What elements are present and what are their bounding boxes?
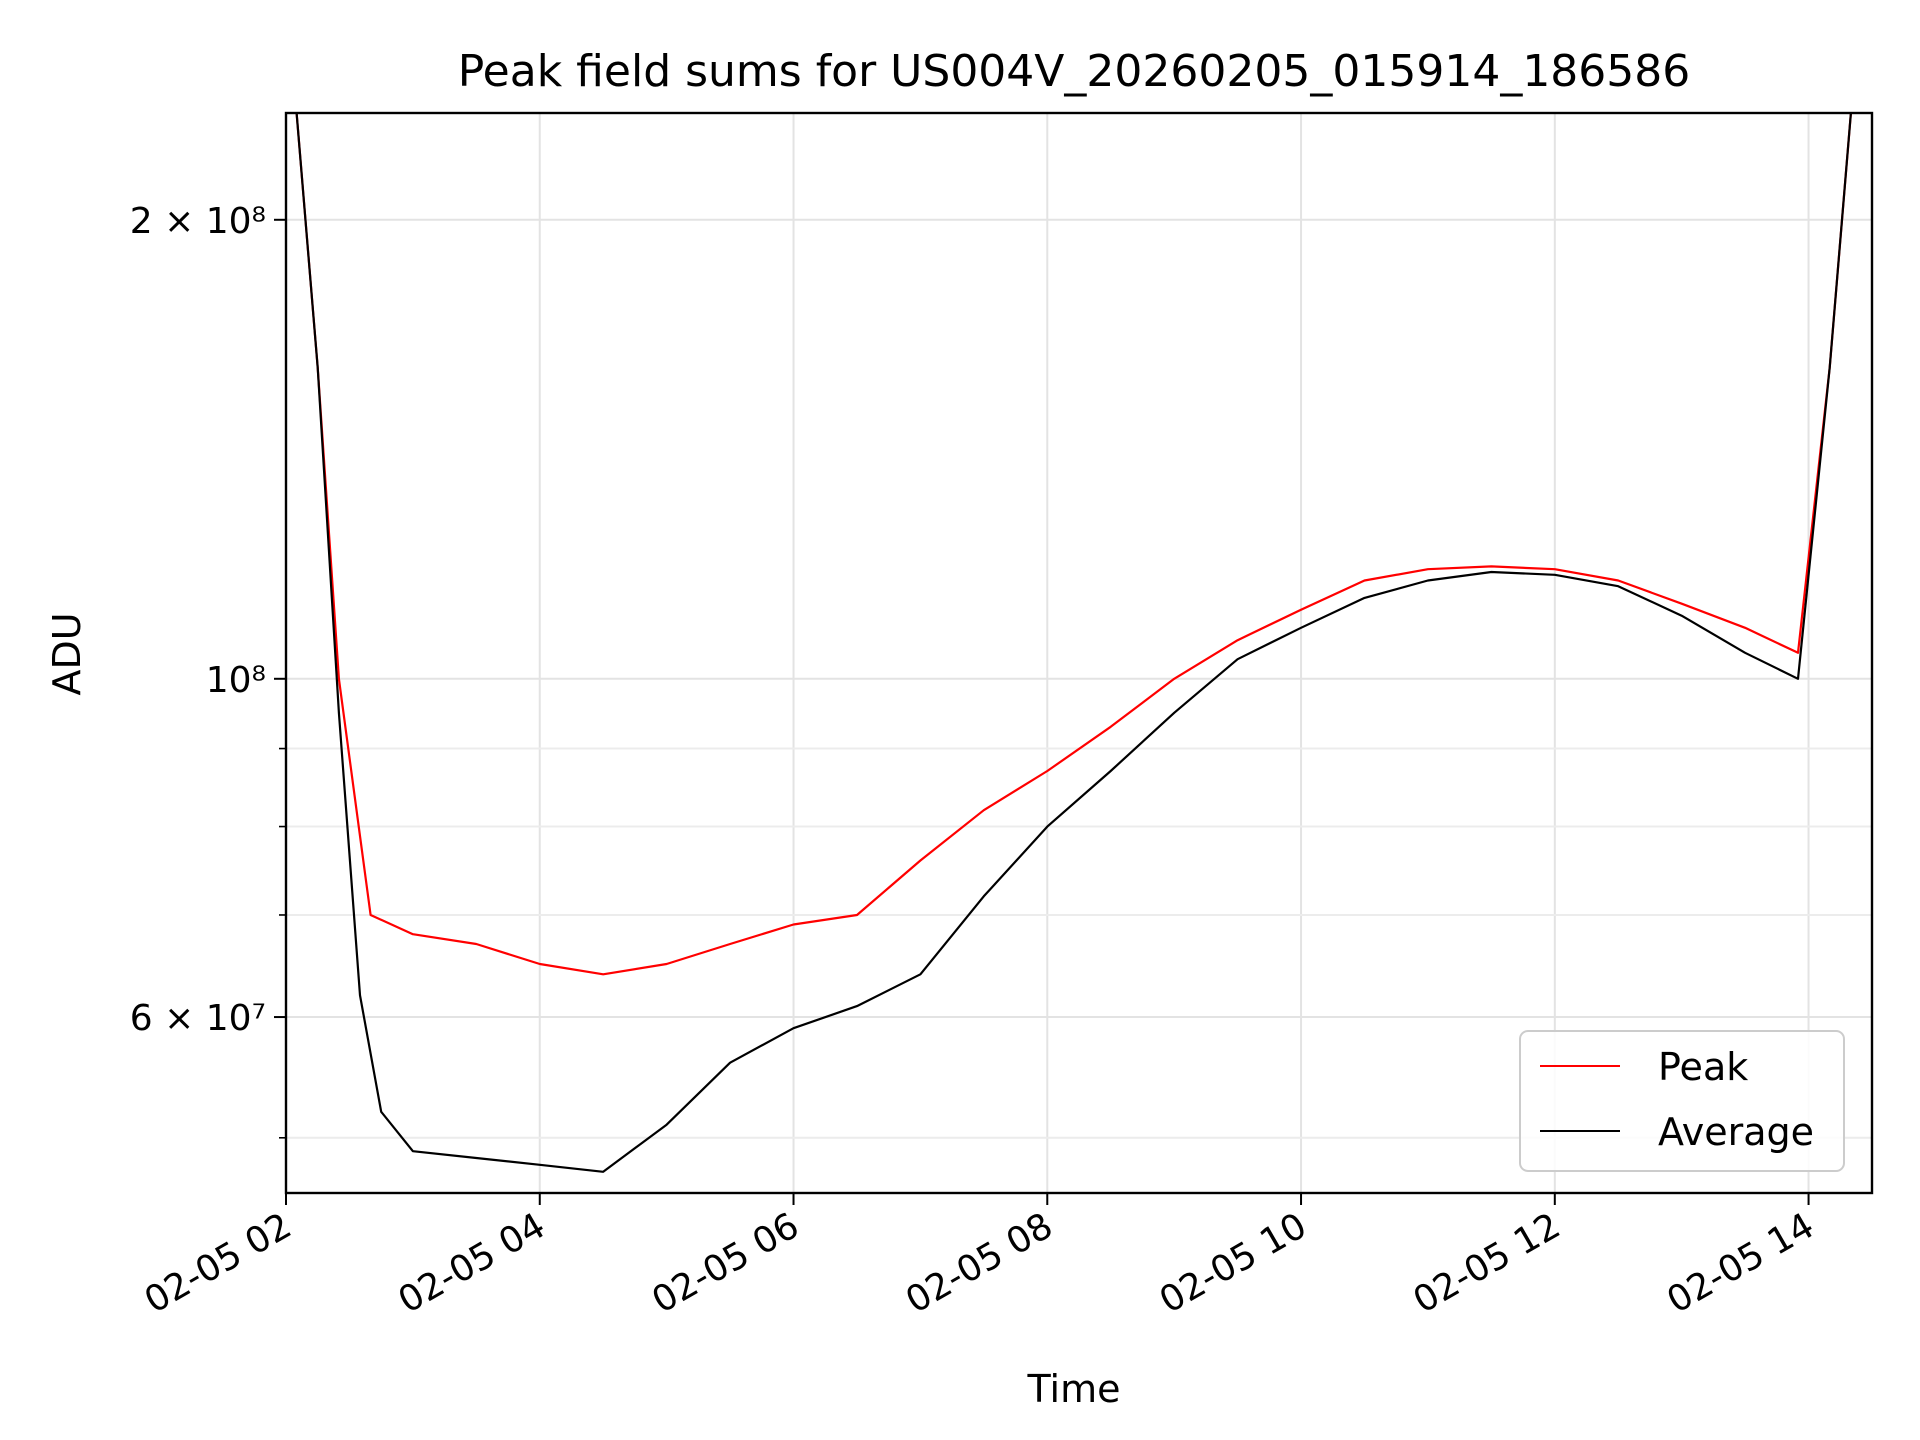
legend-label-average: Average (1658, 1110, 1814, 1154)
y-axis: 2 × 10⁸ 10⁸ 6 × 10⁷ (130, 201, 286, 1139)
y-tick-label: 6 × 10⁷ (130, 998, 266, 1039)
series-line-average (295, 113, 1852, 1173)
legend-label-peak: Peak (1658, 1045, 1748, 1089)
axes-frame (284, 111, 1874, 1195)
plot-area (295, 113, 1852, 1173)
chart-title: Peak field sums for US004V_20260205_0159… (458, 46, 1691, 97)
series-line-peak (295, 113, 1852, 976)
y-tick-label: 2 × 10⁸ (130, 201, 266, 242)
y-axis-label: ADU (45, 612, 89, 695)
y-tick-label: 10⁸ (206, 660, 266, 701)
series-layer (295, 113, 1852, 1173)
legend: Peak Average (1519, 1030, 1845, 1172)
x-axis-label: Time (1027, 1367, 1121, 1411)
